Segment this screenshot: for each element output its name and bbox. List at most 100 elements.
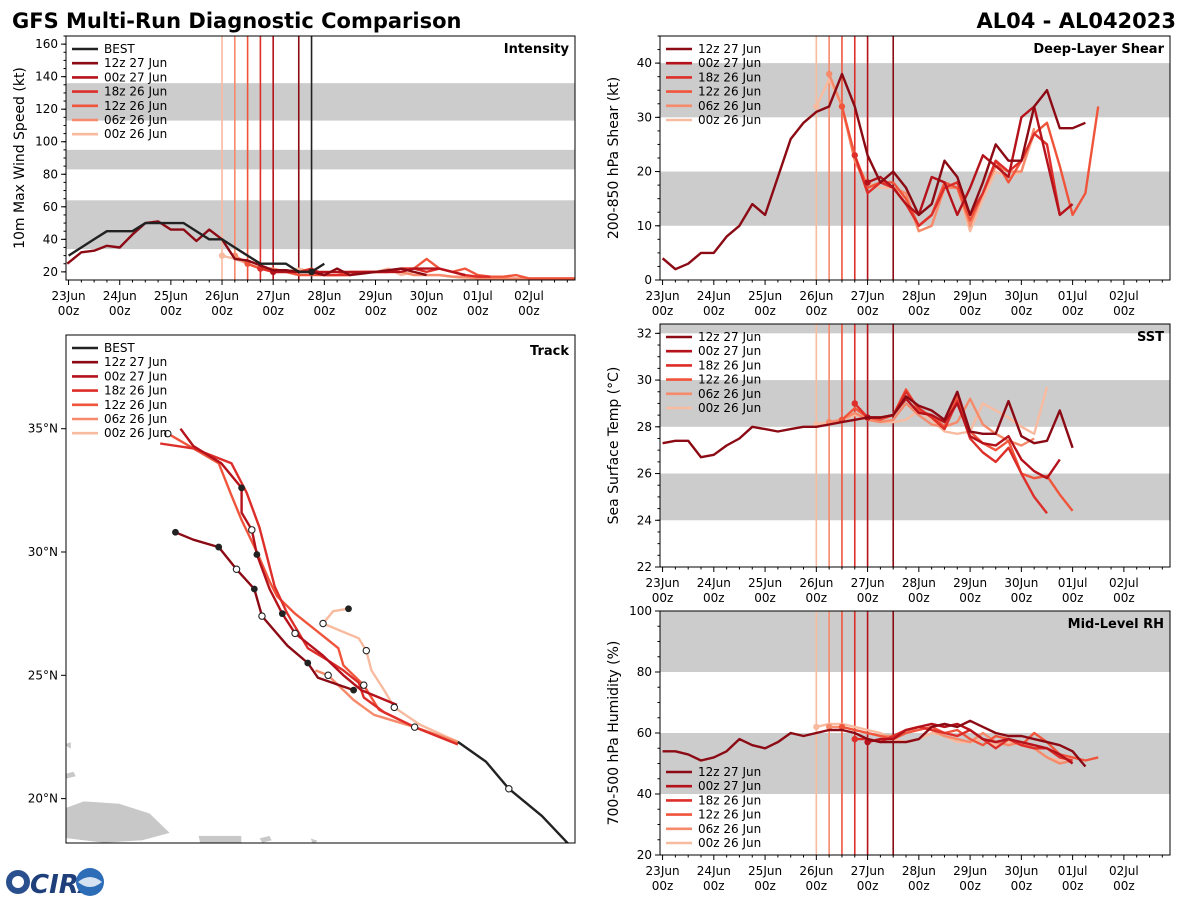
track-point-open [360,681,368,689]
x-tick-hour: 00z [857,591,879,605]
y-tick-label: 26 [637,467,652,481]
x-tick-day: 25Jun [748,576,782,590]
x-tick-hour: 00z [754,879,776,893]
x-tick-hour: 00z [314,304,336,318]
storm-id: AL04 - AL042023 [977,9,1177,33]
track-point-open [410,723,419,731]
x-tick-day: 28Jun [902,576,936,590]
legend-label: 06z 26 Jun [698,387,761,401]
legend-label: 12z 27 Jun [104,355,167,369]
x-tick-hour: 00z [1011,304,1033,318]
x-tick-hour: 00z [467,304,489,318]
track-point-filled [345,605,352,613]
series-BEST [67,221,325,274]
y-axis-label: 200-850 hPa Shear (kt) [606,77,622,239]
series-12z-26-Jun [841,725,1099,762]
x-tick-hour: 00z [652,591,674,605]
x-tick-hour: 00z [1062,591,1084,605]
x-tick-hour: 00z [518,304,540,318]
cira-logo: CIRA [6,868,104,900]
y-tick-label: 30 [637,110,652,124]
y-tick-label: 120 [35,102,58,116]
x-tick-hour: 00z [652,304,674,318]
x-tick-hour: 00z [806,304,828,318]
x-tick-day: 30Jun [1004,864,1038,878]
y-tick-label: 20 [43,265,58,279]
track-point-filled [278,610,286,618]
x-tick-hour: 00z [754,591,776,605]
x-tick-day: 30Jun [1004,576,1038,590]
x-tick-hour: 00z [1113,879,1135,893]
init-marker-00z-27-Jun [864,179,871,186]
track-point-filled [304,659,312,667]
x-tick-day: 24Jun [103,289,137,303]
x-tick-day: 26Jun [799,864,833,878]
legend-label: 00z 27 Jun [698,56,761,70]
land-island [258,835,273,843]
legend-label: 00z 27 Jun [698,779,761,793]
legend-label: 00z 26 Jun [698,401,761,415]
x-tick-hour: 00z [857,304,879,318]
init-marker-06z-26-Jun [825,723,833,731]
x-tick-day: 29Jun [358,289,392,303]
threshold-band [660,473,1170,521]
panel-title: SST [1137,330,1164,345]
series-00z-26-Jun [816,386,1049,435]
x-tick-hour: 00z [160,304,182,318]
y-tick-label: 140 [35,70,58,84]
x-tick-day: 27Jun [851,576,885,590]
y-tick-label: 10 [637,219,652,233]
figure-title: GFS Multi-Run Diagnostic Comparison [12,9,461,33]
y-tick-label: 80 [43,167,58,181]
track-point-open [232,565,241,574]
series-12z-27-Jun [662,719,1087,768]
x-tick-hour: 00z [754,304,776,318]
init-marker-18z-26-Jun [851,735,858,743]
track-point-open [324,671,332,680]
y-axis-label: 700-500 hPa Humidity (%) [606,641,622,826]
track-point-open [390,703,399,712]
series-18z-26-Jun [854,725,1073,762]
legend-label: BEST [104,42,135,56]
series-12z-27-Jun [66,220,427,277]
init-marker-00z-26-Jun [813,723,820,731]
panel-sst: 22242628303223Jun00z24Jun00z25Jun00z26Ju… [606,323,1171,605]
x-tick-day: 27Jun [851,289,885,303]
cloud-swirl-icon [78,877,102,887]
x-tick-hour: 00z [652,879,674,893]
y-tick-label: 60 [637,726,652,740]
legend-label: 18z 26 Jun [698,793,761,807]
y-tick-label: 40 [637,56,652,70]
legend-label: 06z 26 Jun [698,822,761,836]
legend-label: 00z 27 Jun [104,70,167,84]
x-tick-day: 24Jun [697,864,731,878]
x-tick-hour: 00z [857,879,879,893]
legend-label: 06z 26 Jun [698,99,761,113]
x-tick-hour: 00z [262,304,284,318]
x-tick-day: 02Jul [1109,289,1139,303]
init-marker-06z-26-Jun [825,70,833,78]
land-island [66,741,72,750]
legend-label: 00z 26 Jun [698,113,761,127]
track-point-open [505,784,513,793]
map-frame [65,334,576,844]
init-marker-18z-26-Jun [851,400,858,407]
y-tick-label: 0 [644,273,652,287]
threshold-band [660,611,1170,672]
best-marker [308,268,315,276]
x-tick-day: 01Jul [1058,576,1088,590]
legend-label: 12z 27 Jun [698,765,761,779]
init-marker-12z-26-Jun [838,103,846,110]
init-marker-00z-26-Jun [218,252,226,259]
plot-area [66,36,575,280]
lat-tick-label: 35°N [28,422,58,436]
legend-label: 00z 26 Jun [698,836,761,850]
y-axis-label: Sea Surface Temp (°C) [606,367,622,525]
land-island [336,868,341,873]
map-area [66,427,570,873]
legend-label: 00z 27 Jun [698,344,761,358]
